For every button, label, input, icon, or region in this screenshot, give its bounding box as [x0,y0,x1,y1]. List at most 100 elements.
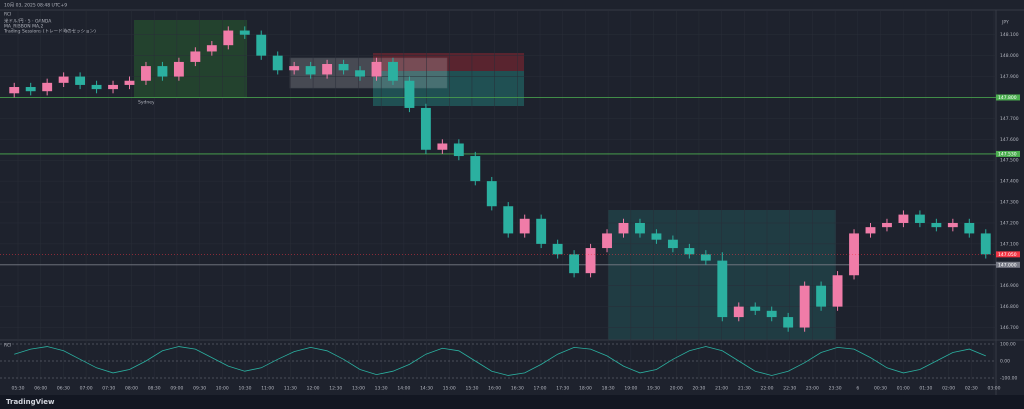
pane-label: RCI [4,343,11,349]
candle-body [108,84,118,90]
x-tick-label: 14:00 [397,386,410,392]
x-tick-label: 21:00 [715,386,728,392]
candle-body [157,66,168,77]
currency: JPY [1001,20,1009,26]
y-tick-label: 146.800 [1000,304,1019,310]
rci-line [14,346,986,376]
x-tick-label: 23:30 [829,386,842,392]
candle-body [552,243,563,255]
x-tick-label: 23:00 [806,386,819,392]
price-tag [996,150,1020,157]
x-tick-label: 07:30 [102,386,115,392]
candle-body [453,143,464,157]
candle-body [338,64,349,71]
x-tick-label: 16:30 [511,386,524,392]
price-tag [996,251,1020,258]
x-tick-label: 18:30 [602,386,615,392]
candle-body [799,285,810,328]
candle-body [816,285,827,307]
candle-body [388,61,398,81]
candle-body [420,107,431,150]
candle-body [206,45,217,52]
candle-body [190,51,201,62]
x-tick-label: 16:00 [488,386,501,392]
candle-body [898,214,909,223]
candle-body [700,254,711,261]
x-tick-label: 20:30 [692,386,705,392]
candle-body [914,214,925,223]
price-tag [996,261,1020,268]
price-tag-label: 147.000 [998,262,1017,268]
candle-body [519,218,530,234]
candle-body [75,76,86,85]
candle-body [305,66,316,75]
x-tick-label: 01:30 [919,386,932,392]
y-tick-label: 146.900 [1000,283,1019,289]
y-tick-label: 147.600 [1000,137,1019,143]
y-tick-label: 147.100 [1000,241,1019,247]
x-tick-label: 12:30 [329,386,342,392]
candle-body [25,87,36,92]
range-box [289,57,448,89]
x-tick-label: 03:00 [988,386,1001,392]
x-tick-label: 13:30 [375,386,388,392]
x-tick-label: 06:00 [34,386,47,392]
candle-body [355,70,365,77]
candle-body [404,80,415,108]
x-tick-label: 19:00 [624,386,637,392]
candle-body [684,248,695,255]
candle-body [141,66,151,81]
x-tick-label: 6 [856,386,859,392]
legend-item: 米ドル/円 · 5 · OANDA [4,18,52,25]
x-tick-label: 19:30 [647,386,660,392]
stop-zone [373,53,524,71]
x-tick-label: 01:00 [897,386,910,392]
y-tick-label: 100.00 [1000,342,1016,348]
candle-body [585,248,596,274]
session-label: Sydney [138,100,155,106]
candle-body [289,66,300,71]
candle-body [783,317,794,328]
candle-body [882,222,892,228]
y-tick-label: 147.200 [1000,220,1019,226]
candle-body [931,222,942,228]
candle-body [618,222,629,234]
legend-item: Trading Sessions (トレード時のセッション) [3,29,96,35]
pane-label: RCI [4,12,11,18]
x-tick-label: 17:30 [556,386,569,392]
x-tick-label: 00:30 [874,386,887,392]
candle-body [766,310,777,318]
candle-body [91,84,102,90]
timestamp: 10月 03, 2025 08:48 UTC+9 [4,3,67,9]
x-tick-label: 10:30 [238,386,251,392]
price-tag-label: 147.530 [998,151,1017,157]
candle-body [750,306,761,311]
x-tick-label: 12:00 [307,386,320,392]
candle-body [239,30,250,35]
x-tick-label: 07:00 [80,386,93,392]
y-tick-label: -100.00 [1000,376,1018,382]
candle-body [651,233,662,240]
x-tick-label: 11:30 [284,386,297,392]
y-tick-label: 146.700 [1000,325,1019,331]
x-tick-label: 17:00 [534,386,547,392]
candle-body [536,218,547,244]
candle-body [272,55,283,71]
x-tick-label: 06:30 [57,386,70,392]
x-tick-label: 20:00 [670,386,683,392]
brand[interactable]: TradingView [6,398,55,406]
x-tick-label: 09:00 [170,386,183,392]
target-zone [373,71,524,106]
x-tick-label: 18:00 [579,386,592,392]
x-tick-label: 08:00 [125,386,138,392]
x-tick-label: 15:30 [465,386,478,392]
candle-body [602,233,612,249]
candle-body [849,233,859,276]
candle-body [9,87,20,94]
y-tick-label: 147.400 [1000,179,1019,185]
candle-body [173,61,184,77]
x-tick-label: 13:00 [352,386,365,392]
x-tick-label: 14:30 [420,386,433,392]
